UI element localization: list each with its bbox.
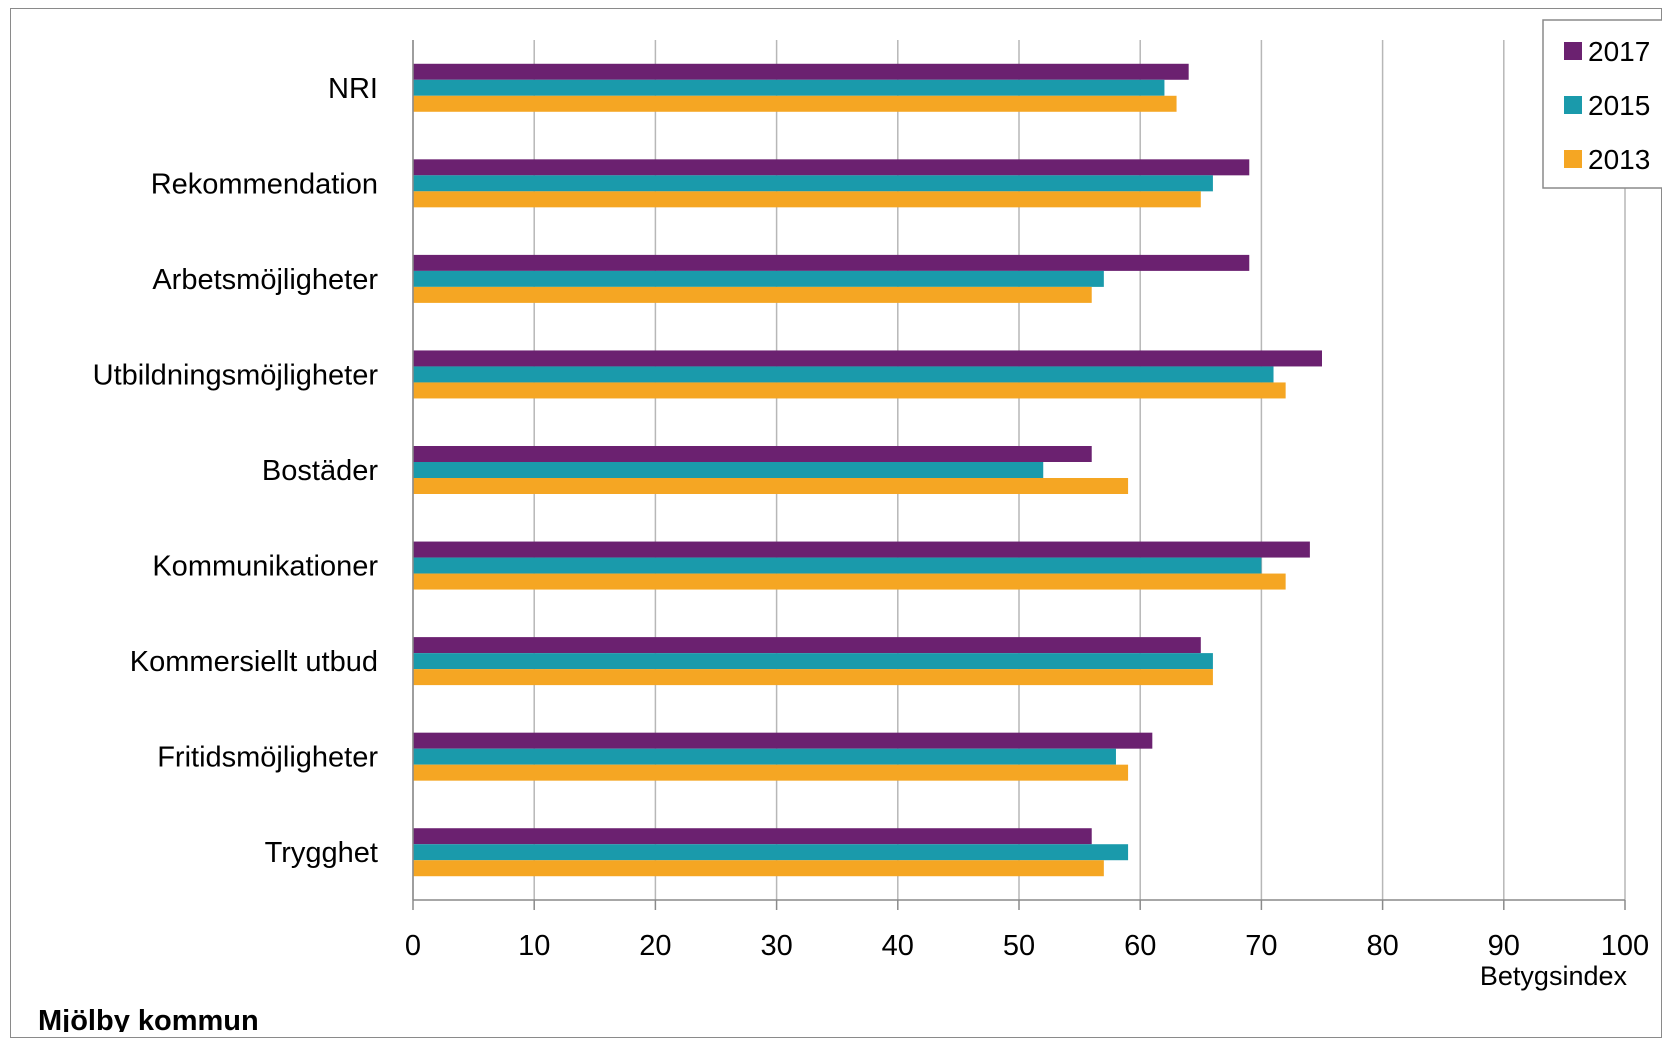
legend-swatch-2015 — [1564, 96, 1582, 114]
bar-2015-6 — [413, 653, 1213, 670]
x-tick-label: 20 — [639, 930, 671, 962]
bar-2017-6 — [413, 637, 1201, 654]
bar-2015-0 — [413, 79, 1165, 96]
bar-2013-4 — [413, 478, 1129, 494]
x-tick-label: 0 — [405, 930, 421, 962]
bars — [413, 63, 1322, 877]
category-label: Kommersiellt utbud — [130, 646, 378, 678]
legend-swatch-2017 — [1564, 42, 1582, 60]
legend-swatch-2013 — [1564, 150, 1582, 168]
x-tick-label: 90 — [1488, 930, 1520, 962]
category-label: Kommunikationer — [152, 551, 378, 583]
x-tick-label: 50 — [1003, 930, 1035, 962]
bar-2017-0 — [413, 63, 1189, 80]
bar-2013-8 — [413, 860, 1104, 877]
bar-2015-2 — [413, 270, 1104, 287]
bar-2017-3 — [413, 350, 1322, 367]
category-label: Trygghet — [265, 837, 378, 869]
bar-2013-1 — [413, 191, 1201, 208]
x-tick-label: 30 — [760, 930, 792, 962]
category-label: Rekommendation — [151, 168, 378, 200]
bar-2013-3 — [413, 382, 1286, 399]
legend-label: 2017 — [1588, 36, 1650, 67]
bar-2017-2 — [413, 254, 1250, 271]
x-tick-label: 70 — [1245, 930, 1277, 962]
bar-2017-5 — [413, 541, 1310, 558]
bar-2015-1 — [413, 175, 1213, 192]
bar-2015-8 — [413, 844, 1129, 861]
category-label: NRI — [328, 73, 378, 105]
bar-2015-3 — [413, 366, 1274, 383]
bar-2017-7 — [413, 732, 1153, 749]
bar-2017-1 — [413, 159, 1250, 176]
category-label: Bostäder — [262, 455, 378, 487]
x-tick-label: 60 — [1124, 930, 1156, 962]
legend-label: 2015 — [1588, 90, 1650, 121]
x-axis: 0 10 20 30 40 50 60 70 80 90 100 — [405, 40, 1649, 962]
bar-2015-5 — [413, 557, 1262, 574]
bar-2017-8 — [413, 828, 1092, 845]
footer-title: Mjölby kommun — [38, 1005, 259, 1032]
bar-2015-4 — [413, 462, 1044, 478]
bar-2013-0 — [413, 95, 1177, 112]
x-tick-label: 40 — [882, 930, 914, 962]
bar-2013-5 — [413, 573, 1286, 590]
bar-2015-7 — [413, 748, 1116, 765]
bar-2017-4 — [413, 446, 1092, 462]
category-label: Fritidsmöjligheter — [157, 742, 378, 774]
x-tick-label: 10 — [518, 930, 550, 962]
category-labels: NRI Rekommendation Arbetsmöjligheter Utbild… — [93, 73, 379, 869]
category-label: Arbetsmöjligheter — [152, 264, 378, 296]
legend-box — [1542, 19, 1662, 189]
category-label: Utbildningsmöjligheter — [93, 359, 379, 391]
bar-2013-2 — [413, 286, 1092, 303]
x-tick-label: 80 — [1366, 930, 1398, 962]
legend: 2017 2015 2013 — [1542, 19, 1662, 189]
legend-label: 2013 — [1588, 144, 1650, 175]
x-tick-label: 100 — [1601, 930, 1649, 962]
x-axis-title: Betygsindex — [1480, 961, 1628, 991]
bar-2013-6 — [413, 669, 1213, 686]
bar-2013-7 — [413, 764, 1129, 781]
